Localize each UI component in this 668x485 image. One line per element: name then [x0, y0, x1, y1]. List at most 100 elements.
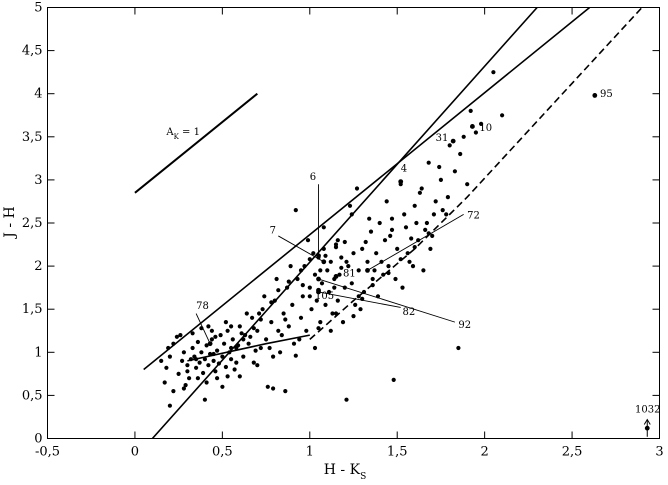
- data-point: [187, 376, 192, 381]
- data-point: [346, 264, 351, 269]
- y-tick-label: 1,5: [22, 302, 43, 317]
- y-tick-label: 0,5: [22, 388, 43, 403]
- data-point: [431, 212, 436, 217]
- data-point: [211, 351, 216, 357]
- data-point: [447, 143, 452, 148]
- data-point: [288, 264, 293, 269]
- source-label: 92: [458, 320, 471, 331]
- data-point: [319, 281, 325, 286]
- y-tick-label: 4,5: [22, 44, 43, 59]
- source-label: 4: [401, 163, 407, 174]
- y-tick-label: 2: [34, 259, 42, 274]
- data-point: [403, 225, 409, 230]
- data-point: [167, 403, 172, 408]
- data-point: [342, 239, 347, 245]
- data-point: [300, 283, 305, 288]
- data-point: [181, 386, 186, 391]
- data-point: [164, 365, 169, 370]
- data-point: [185, 363, 190, 368]
- data-point: [269, 300, 274, 305]
- data-point: [213, 334, 218, 339]
- y-tick-label: 3: [34, 173, 42, 188]
- data-point: [307, 294, 312, 299]
- data-point: [347, 203, 353, 208]
- y-tick-label: 2,5: [22, 216, 43, 231]
- data-point: [360, 246, 365, 251]
- data-point: [353, 302, 358, 307]
- data-point: [339, 265, 344, 270]
- data-point: [297, 337, 302, 342]
- data-point: [199, 350, 204, 355]
- x-tick-label: 1,5: [387, 445, 408, 460]
- data-point: [215, 348, 220, 353]
- data-point: [239, 331, 244, 336]
- data-point: [211, 358, 216, 363]
- data-point: [395, 246, 400, 251]
- data-point: [393, 276, 398, 282]
- data-point: [328, 328, 333, 333]
- labeled-source-point: [316, 253, 321, 259]
- data-point: [286, 324, 291, 329]
- data-point: [253, 348, 258, 353]
- data-point: [372, 268, 377, 273]
- data-point: [236, 343, 241, 348]
- data-point: [440, 208, 445, 213]
- source-label: 78: [196, 301, 209, 312]
- plot-frame: [47, 7, 660, 439]
- data-point: [283, 317, 288, 322]
- data-point: [340, 320, 346, 325]
- data-point: [171, 389, 176, 394]
- data-point: [307, 285, 312, 290]
- data-point: [407, 259, 412, 264]
- data-point: [255, 328, 260, 333]
- reddening-vector-label: AK = 1: [165, 127, 200, 141]
- data-point: [318, 320, 323, 325]
- source-label: 95: [600, 89, 613, 100]
- data-point: [421, 268, 426, 273]
- data-point: [312, 345, 318, 351]
- data-point: [410, 264, 416, 269]
- data-point: [201, 370, 206, 376]
- data-point: [272, 298, 277, 303]
- y-tick-label: 3,5: [22, 130, 43, 145]
- data-point: [398, 257, 403, 262]
- data-point: [250, 315, 255, 320]
- x-tick-label: 0,5: [212, 445, 233, 460]
- data-point: [241, 337, 246, 342]
- data-point: [388, 233, 393, 238]
- data-point: [370, 276, 375, 282]
- data-point: [363, 239, 368, 245]
- data-point: [293, 353, 298, 358]
- data-point: [204, 343, 209, 348]
- data-point: [232, 367, 237, 372]
- data-point: [195, 376, 200, 381]
- data-point: [323, 253, 328, 258]
- data-point: [251, 360, 256, 365]
- source-label: 31: [436, 133, 449, 144]
- data-point: [185, 369, 190, 374]
- data-point: [500, 113, 505, 118]
- data-point: [222, 341, 227, 346]
- x-tick-label: 3: [655, 445, 663, 460]
- data-point: [444, 212, 449, 217]
- data-point: [264, 337, 269, 342]
- data-point: [213, 369, 218, 374]
- data-point: [423, 227, 428, 232]
- source-leader-line: [278, 235, 324, 263]
- data-point: [276, 328, 281, 333]
- data-point: [237, 324, 242, 329]
- data-point: [351, 251, 356, 256]
- data-point: [229, 357, 234, 362]
- data-point: [325, 268, 330, 273]
- data-point: [344, 259, 349, 264]
- data-point: [491, 70, 496, 75]
- data-point: [281, 311, 286, 316]
- data-point: [279, 333, 284, 338]
- data-point: [458, 151, 463, 157]
- data-point: [428, 246, 433, 251]
- labeled-source-point: [398, 179, 404, 185]
- data-point: [368, 229, 374, 234]
- source-label: 105: [315, 291, 334, 302]
- data-point: [171, 341, 176, 346]
- data-point: [332, 285, 337, 290]
